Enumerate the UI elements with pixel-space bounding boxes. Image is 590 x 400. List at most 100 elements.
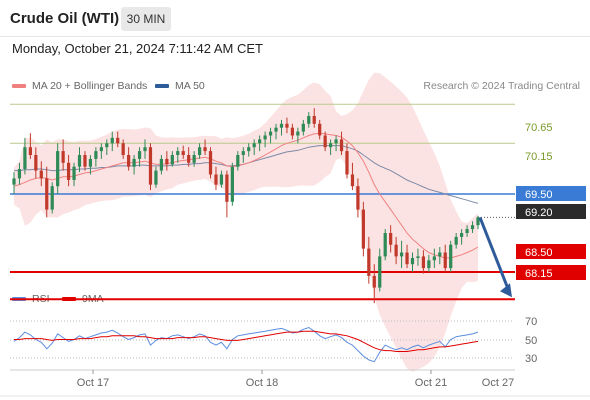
legend-ma20: MA 20 + Bollinger Bands xyxy=(12,80,147,92)
candle-body xyxy=(252,143,256,148)
forecast-arrow-head xyxy=(500,283,512,298)
candle-body xyxy=(132,158,136,167)
candle-body xyxy=(405,252,409,265)
candle-body xyxy=(154,170,158,185)
candle-body xyxy=(121,143,125,155)
candle-body xyxy=(39,170,43,179)
candle-body xyxy=(367,248,371,276)
candle-body xyxy=(94,151,98,159)
candle-body xyxy=(410,257,415,265)
candle-body xyxy=(187,155,191,163)
support-1-label-bg xyxy=(516,244,586,259)
pivot-label-bg xyxy=(516,186,586,201)
candle-body xyxy=(438,252,442,257)
candle-body xyxy=(263,135,267,140)
x-tick-oct27: Oct 27 xyxy=(482,377,514,389)
candle-body xyxy=(268,131,273,136)
candle-body xyxy=(241,151,245,155)
candle-body xyxy=(427,260,431,269)
rsi-ma9-line xyxy=(14,330,479,352)
header-divider xyxy=(0,36,590,37)
candle-body xyxy=(72,166,76,180)
support-1-label: 68.50 xyxy=(525,247,553,259)
candle-body xyxy=(285,123,289,128)
candle-body xyxy=(470,225,475,230)
candle-body xyxy=(356,186,360,210)
level-lines-layer xyxy=(10,103,515,301)
candle-body xyxy=(274,127,278,132)
candle-body xyxy=(143,147,147,152)
legend-ma20-label: MA 20 + Bollinger Bands xyxy=(32,80,148,92)
instrument-title: Crude Oil (WTI) xyxy=(10,10,120,27)
candle-body xyxy=(225,174,229,202)
candle-body xyxy=(394,244,398,257)
bollinger-band-layer xyxy=(14,72,478,372)
candle-body xyxy=(34,155,38,171)
candle-body xyxy=(247,147,251,152)
candle-body xyxy=(279,123,284,128)
ma50-swatch xyxy=(155,84,169,88)
candle-body xyxy=(372,275,376,288)
candle-body xyxy=(137,151,142,159)
candle-body xyxy=(301,123,305,132)
x-axis: Oct 17 Oct 18 Oct 21 Oct 27 xyxy=(10,369,515,389)
pivot-label: 69.50 xyxy=(525,189,553,201)
candle-body xyxy=(17,169,22,179)
candle-body xyxy=(83,155,87,167)
candle-body xyxy=(77,155,82,167)
x-tick-oct17: Oct 17 xyxy=(77,377,109,389)
candle-body xyxy=(99,147,103,152)
candle-body xyxy=(350,174,355,187)
timeframe-button[interactable]: 30 MIN xyxy=(121,7,171,31)
candle-body xyxy=(50,186,54,210)
candle-body xyxy=(334,139,338,144)
candle-body xyxy=(416,256,420,258)
bollinger-band xyxy=(14,72,478,372)
candle-body xyxy=(181,151,185,155)
candle-body xyxy=(66,162,71,180)
candle-body xyxy=(421,256,426,269)
candle-body xyxy=(203,147,207,152)
candle-body xyxy=(443,252,447,269)
candle-body xyxy=(236,155,240,167)
rsi-tick-30: 30 xyxy=(525,353,537,365)
candle-body xyxy=(116,137,120,144)
candle-body xyxy=(361,209,365,249)
moving-average-layer xyxy=(13,132,479,259)
candle-body xyxy=(318,123,322,136)
candle-body xyxy=(159,158,164,171)
candle-body xyxy=(449,244,453,269)
x-tick-oct21: Oct 21 xyxy=(415,377,447,389)
support-2-label-bg xyxy=(516,265,586,280)
candle-body xyxy=(399,252,404,257)
candle-body xyxy=(258,139,262,144)
candle-body xyxy=(378,256,382,288)
candle-body xyxy=(345,151,349,175)
candle-body xyxy=(105,143,109,148)
candle-body xyxy=(192,155,196,163)
rsi-tick-70: 70 xyxy=(525,316,537,328)
candle-body xyxy=(45,178,49,210)
last-price-label-bg xyxy=(516,204,586,219)
ma20-swatch xyxy=(12,84,26,88)
candle-body xyxy=(312,116,316,124)
candle-body xyxy=(88,158,93,167)
candle-body xyxy=(23,147,27,170)
candle-body xyxy=(148,147,153,185)
candle-body xyxy=(176,151,180,155)
candle-body xyxy=(460,233,464,237)
chart-header: Crude Oil (WTI) 30 MIN xyxy=(0,0,590,36)
forecast-arrow-line xyxy=(478,216,511,292)
candle-body xyxy=(214,174,218,185)
candle-body xyxy=(454,236,458,245)
candle-body xyxy=(290,127,295,136)
candle-body xyxy=(56,151,60,187)
candle-body xyxy=(197,147,202,155)
timestamp: Monday, October 21, 2024 7:11:42 AM CET xyxy=(12,41,263,56)
candle-body xyxy=(208,151,213,175)
candle-body xyxy=(432,256,436,261)
rsi-tick-50: 50 xyxy=(525,335,537,347)
resistance-1-label: 70.15 xyxy=(525,151,553,163)
level-labels-layer: 70.65 70.15 69.50 69.20 68.50 68.15 xyxy=(516,122,586,280)
candle-body xyxy=(110,137,114,144)
